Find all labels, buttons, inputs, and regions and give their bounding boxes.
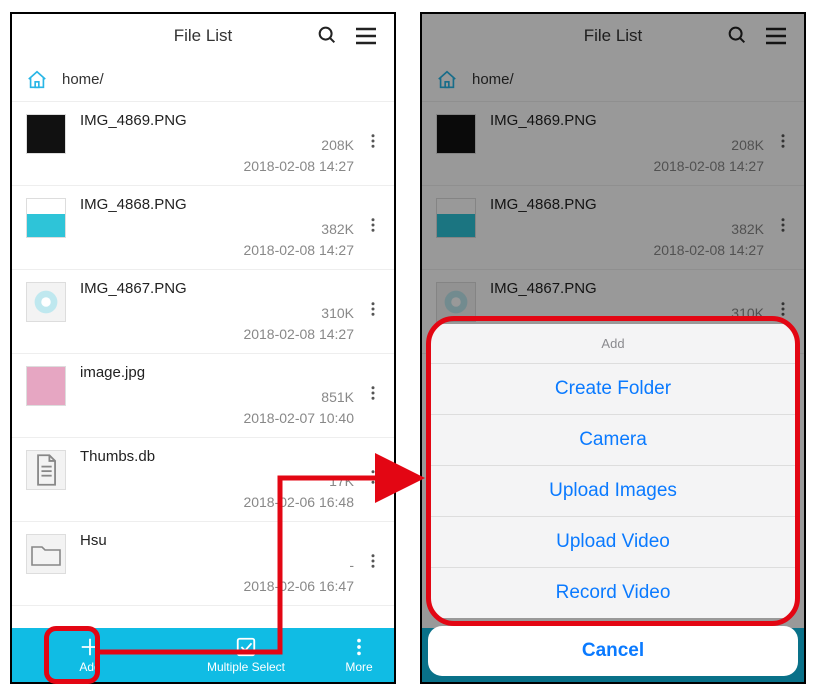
file-name: IMG_4869.PNG [80,112,358,135]
file-size: - [349,555,354,576]
tab-add-label: Add [79,660,100,674]
file-thumbnail [26,450,66,490]
file-date: 2018-02-08 14:27 [243,156,354,177]
file-size: 851K [321,387,354,408]
action-sheet: Add Create Folder Camera Upload Images U… [428,324,798,676]
header: File List [422,14,804,58]
tab-bar: Add Multiple Select More [12,628,394,682]
sheet-option-record-video[interactable]: Record Video [428,568,798,618]
file-size: 310K [321,303,354,324]
file-name: IMG_4867.PNG [80,280,358,303]
file-row[interactable]: Thumbs.db17K2018-02-06 16:48 [12,438,394,522]
file-date: 2018-02-06 16:47 [243,576,354,597]
file-date: 2018-02-06 16:48 [243,492,354,513]
menu-icon[interactable] [354,26,378,46]
file-more-icon[interactable] [358,532,388,570]
breadcrumb-path: home/ [62,71,104,88]
file-size: 310K [731,303,764,324]
file-thumbnail [436,114,476,154]
file-name: IMG_4868.PNG [80,196,358,219]
tab-more[interactable]: More [324,628,394,682]
file-row[interactable]: IMG_4868.PNG382K2018-02-08 14:27 [422,186,804,270]
file-more-icon[interactable] [358,364,388,402]
file-thumbnail [436,282,476,322]
file-date: 2018-02-08 14:27 [653,156,764,177]
file-name: Hsu [80,532,358,555]
file-more-icon[interactable] [768,196,798,234]
file-size: 382K [731,219,764,240]
file-date: 2018-02-08 14:27 [243,324,354,345]
sheet-title: Add [428,324,798,364]
page-title: File List [584,26,643,46]
sheet-option-create-folder[interactable]: Create Folder [428,364,798,415]
tab-add[interactable]: Add [12,628,168,682]
file-row[interactable]: IMG_4867.PNG310K2018-02-08 14:27 [12,270,394,354]
file-row[interactable]: Hsu-2018-02-06 16:47 [12,522,394,606]
breadcrumb[interactable]: home/ [422,58,804,102]
breadcrumb[interactable]: home/ [12,58,394,102]
file-size: 208K [321,135,354,156]
search-icon[interactable] [316,24,338,46]
file-list: IMG_4869.PNG208K2018-02-08 14:27IMG_4868… [422,102,804,354]
file-row[interactable]: image.jpg851K2018-02-07 10:40 [12,354,394,438]
file-more-icon[interactable] [358,280,388,318]
home-icon [436,69,458,91]
file-more-icon[interactable] [358,448,388,486]
tab-multiselect[interactable]: Multiple Select [168,628,324,682]
tab-multiselect-label: Multiple Select [207,660,285,674]
file-thumbnail [436,198,476,238]
sheet-option-camera[interactable]: Camera [428,415,798,466]
header: File List [12,14,394,58]
file-name: Thumbs.db [80,448,358,471]
file-size: 208K [731,135,764,156]
file-more-icon[interactable] [768,280,798,318]
file-more-icon[interactable] [358,196,388,234]
file-row[interactable]: IMG_4869.PNG208K2018-02-08 14:27 [12,102,394,186]
home-icon [26,69,48,91]
file-date: 2018-02-07 10:40 [243,408,354,429]
file-row[interactable]: IMG_4869.PNG208K2018-02-08 14:27 [422,102,804,186]
tab-more-label: More [345,660,372,674]
file-list: IMG_4869.PNG208K2018-02-08 14:27IMG_4868… [12,102,394,606]
menu-icon[interactable] [764,26,788,46]
page-title: File List [174,26,233,46]
file-name: IMG_4869.PNG [490,112,768,135]
file-name: IMG_4867.PNG [490,280,768,303]
file-thumbnail [26,114,66,154]
phone-right: File List home/ IMG_4869.PNG208K2018-02-… [420,12,806,684]
sheet-cancel-button[interactable]: Cancel [428,626,798,676]
file-thumbnail [26,366,66,406]
sheet-option-upload-images[interactable]: Upload Images [428,466,798,517]
search-icon[interactable] [726,24,748,46]
phone-left: File List home/ IMG_4869.PNG208K2018-02-… [10,12,396,684]
file-thumbnail [26,198,66,238]
sheet-option-upload-video[interactable]: Upload Video [428,517,798,568]
file-size: 17K [329,471,354,492]
file-name: IMG_4868.PNG [490,196,768,219]
file-name: image.jpg [80,364,358,387]
file-thumbnail [26,282,66,322]
file-size: 382K [321,219,354,240]
file-thumbnail [26,534,66,574]
file-row[interactable]: IMG_4868.PNG382K2018-02-08 14:27 [12,186,394,270]
breadcrumb-path: home/ [472,71,514,88]
file-date: 2018-02-08 14:27 [243,240,354,261]
file-more-icon[interactable] [768,112,798,150]
file-more-icon[interactable] [358,112,388,150]
file-date: 2018-02-08 14:27 [653,240,764,261]
